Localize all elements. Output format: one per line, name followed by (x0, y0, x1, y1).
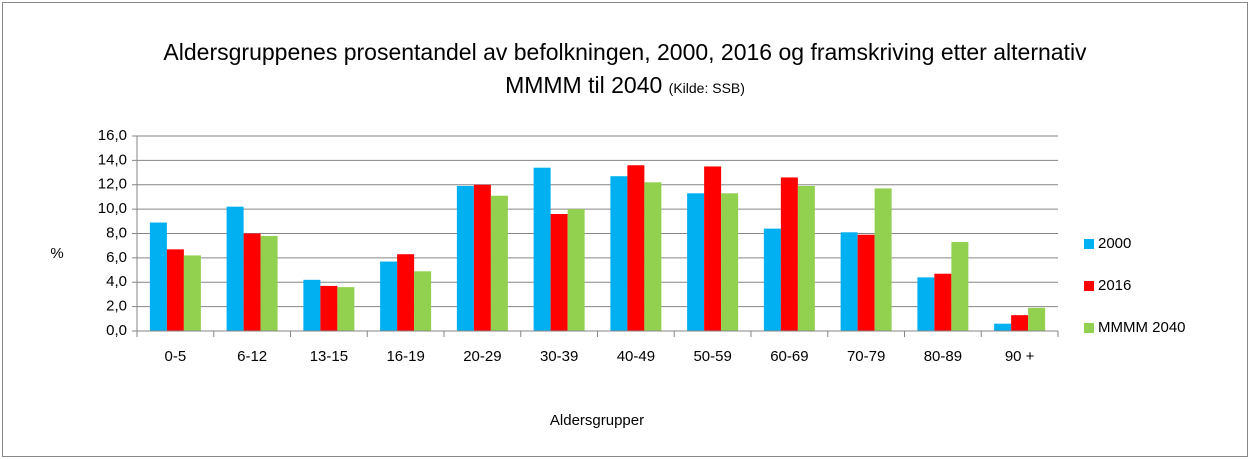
bar (1011, 315, 1029, 331)
bar (567, 209, 585, 331)
x-tick-label: 50-59 (693, 348, 731, 365)
bar (473, 184, 491, 331)
bar (183, 255, 201, 331)
bar (644, 182, 662, 331)
y-tick-label: 10,0 (98, 200, 127, 217)
bar (490, 195, 508, 331)
legend-swatch (1084, 281, 1094, 291)
legend-label: 2000 (1098, 235, 1131, 252)
bar (337, 287, 355, 331)
chart-title: Aldersgruppenes prosentandel av befolkni… (163, 39, 1087, 98)
bar (797, 185, 815, 331)
x-tick-label: 70-79 (847, 348, 885, 365)
bar (226, 206, 244, 331)
y-tick-label: 16,0 (98, 127, 127, 144)
x-tick-label: 80-89 (924, 348, 962, 365)
bar (763, 228, 781, 331)
bar (917, 277, 935, 331)
bar (721, 193, 739, 331)
legend-label: MMMM 2040 (1098, 319, 1186, 336)
bar (951, 242, 969, 331)
x-tick-label: 13-15 (310, 348, 348, 365)
bar (149, 222, 167, 331)
y-tick-label: 4,0 (106, 273, 127, 290)
x-tick-label: 20-29 (463, 348, 501, 365)
x-axis-label: Aldersgrupper (550, 412, 644, 429)
y-tick-label: 0,0 (106, 322, 127, 339)
bar (166, 249, 184, 331)
x-tick-label: 40-49 (617, 348, 655, 365)
x-tick-label: 90 + (1005, 348, 1035, 365)
bar (243, 233, 261, 331)
bar (874, 188, 892, 331)
bar (687, 193, 705, 331)
y-axis-label: % (50, 245, 63, 262)
bar (380, 261, 398, 331)
x-tick-label: 0-5 (165, 348, 187, 365)
x-tick-label: 60-69 (770, 348, 808, 365)
bar (994, 323, 1012, 331)
bar (627, 165, 645, 331)
bar (934, 273, 952, 331)
y-tick-label: 14,0 (98, 151, 127, 168)
bar (533, 167, 551, 331)
bar (704, 166, 722, 331)
x-tick-label: 6-12 (237, 348, 267, 365)
bar (303, 279, 321, 331)
bar (320, 285, 338, 331)
bar (456, 185, 474, 331)
y-tick-label: 2,0 (106, 298, 127, 315)
bar (397, 254, 415, 331)
bar (550, 214, 568, 331)
bar (857, 234, 875, 331)
legend-swatch (1084, 239, 1094, 249)
x-tick-label: 30-39 (540, 348, 578, 365)
bar (260, 235, 278, 331)
bar (780, 177, 798, 331)
legend-swatch (1084, 323, 1094, 333)
bar (610, 176, 628, 331)
legend-label: 2016 (1098, 277, 1131, 294)
y-tick-label: 8,0 (106, 224, 127, 241)
bar (840, 232, 858, 331)
y-tick-label: 12,0 (98, 176, 127, 193)
chart-title-block: Aldersgruppenes prosentandel av befolkni… (145, 36, 1105, 105)
bar (1028, 307, 1046, 331)
x-tick-label: 16-19 (386, 348, 424, 365)
bar (414, 271, 432, 331)
chart-subtitle: (Kilde: SSB) (668, 80, 745, 96)
y-tick-label: 6,0 (106, 249, 127, 266)
